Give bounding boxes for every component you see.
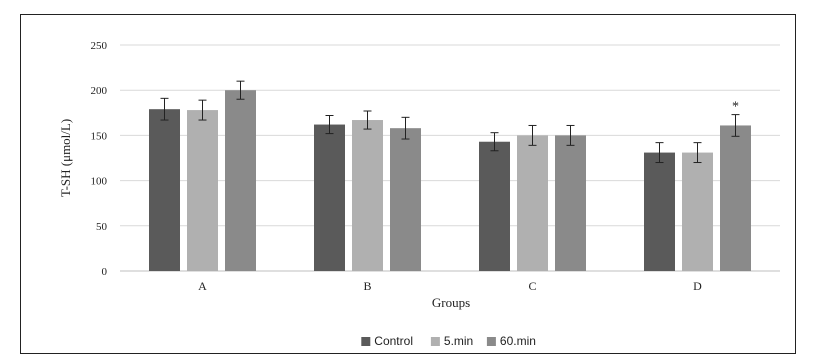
legend-swatch [361, 337, 371, 346]
bar [314, 124, 345, 271]
bar [352, 120, 383, 271]
legend-label: Control [374, 334, 413, 348]
y-tick-label: 0 [102, 266, 108, 278]
y-axis-title: T-SH (μmol/L) [58, 119, 73, 197]
bar [225, 90, 256, 271]
legend-swatch [430, 337, 440, 346]
bar [517, 135, 548, 271]
x-tick-label: B [363, 279, 371, 293]
bar [555, 135, 586, 271]
legend-label: 5.min [444, 334, 473, 348]
y-tick-label: 100 [91, 176, 108, 188]
x-tick-label: C [528, 279, 536, 293]
bar [682, 152, 713, 271]
x-tick-label: D [693, 279, 702, 293]
x-axis-title: Groups [432, 295, 470, 310]
bar [149, 109, 180, 272]
significance-marker: * [732, 100, 739, 115]
bar [479, 141, 510, 271]
y-tick-label: 150 [91, 130, 108, 142]
legend-swatch [486, 337, 496, 346]
legend-label: 60.min [500, 334, 536, 348]
bar [720, 125, 751, 272]
x-tick-label: A [198, 279, 207, 293]
y-tick-label: 50 [96, 221, 108, 233]
y-tick-label: 250 [91, 40, 108, 52]
y-tick-label: 200 [91, 85, 108, 97]
bar [187, 110, 218, 271]
bar [390, 128, 421, 271]
bar [644, 152, 675, 271]
